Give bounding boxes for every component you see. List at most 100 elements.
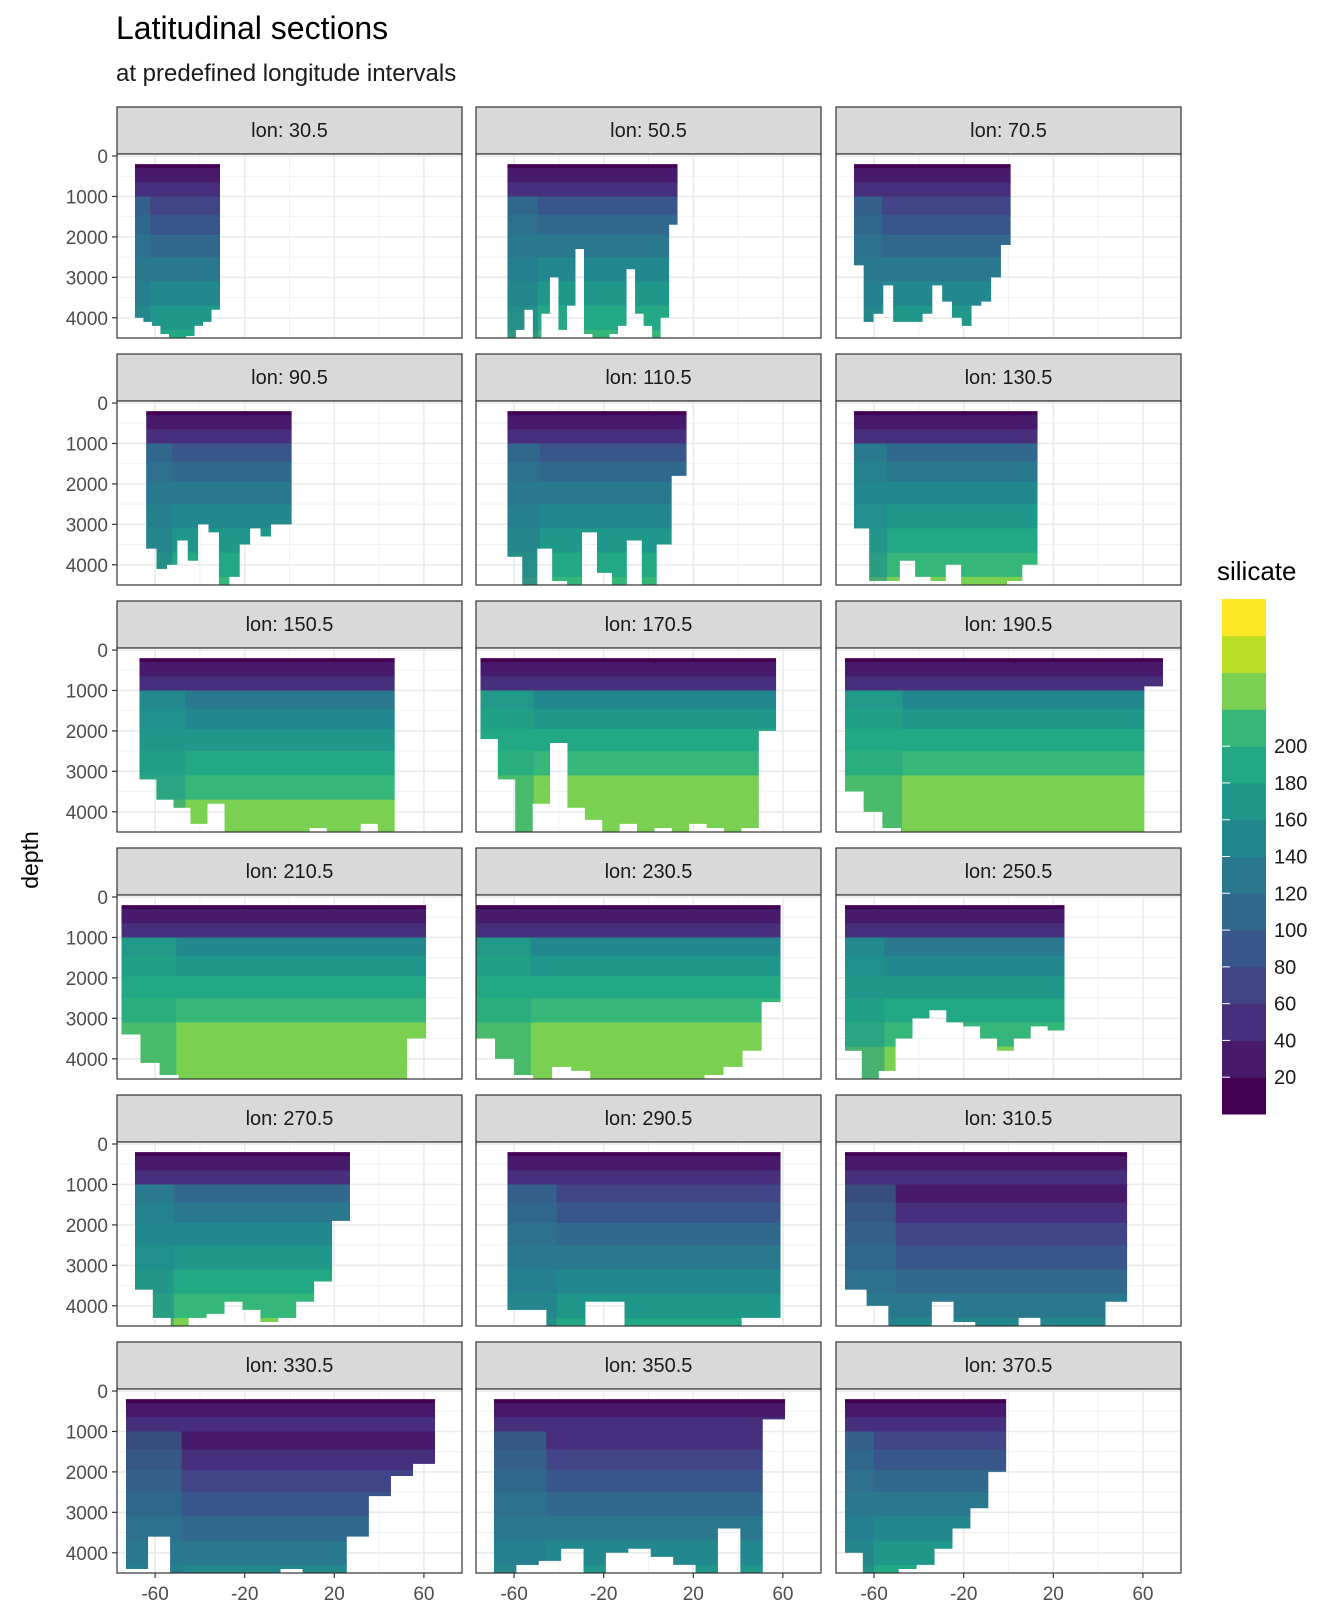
- silicate-band: [146, 443, 292, 463]
- silicate-band: [121, 905, 427, 911]
- silicate-band: [844, 1403, 1007, 1419]
- facet-strip: [835, 1094, 1182, 1143]
- y-tick-label: 3000: [66, 515, 108, 536]
- facet-label-190-5: lon: 190.5: [965, 614, 1053, 636]
- silicate-band: [493, 1431, 547, 1573]
- y-tick-label: 1000: [66, 681, 108, 702]
- silicate-band: [507, 411, 687, 417]
- legend-swatch: [1222, 1077, 1266, 1115]
- silicate-band: [476, 937, 781, 957]
- panel-border: [475, 1141, 822, 1327]
- silicate-band: [853, 443, 1038, 463]
- facet-panel: lon: 310.5: [835, 1094, 1182, 1327]
- silicate-band: [507, 461, 687, 483]
- facet-strip: [835, 600, 1182, 649]
- y-tick-label: 0: [97, 888, 108, 909]
- silicate-band: [480, 658, 777, 664]
- silicate-band: [853, 481, 1038, 506]
- silicate-band: [125, 1399, 436, 1405]
- facet-label-330-5: lon: 330.5: [246, 1355, 334, 1377]
- silicate-band: [853, 461, 1038, 483]
- x-tick-label: -60: [860, 1584, 887, 1605]
- legend: silicate 20 40 60 80 100 120 140 160 180 200: [1217, 556, 1307, 1115]
- facet-panel: lon: 70.5: [835, 106, 1182, 339]
- silicate-band: [146, 411, 292, 417]
- panel-border: [475, 1388, 822, 1574]
- silicate-band: [507, 234, 678, 259]
- silicate-band: [134, 1170, 350, 1186]
- chart-title: Latitudinal sections: [116, 10, 389, 46]
- facet-strip: [116, 600, 463, 649]
- y-tick-label: 0: [97, 394, 108, 415]
- silicate-field: [507, 1152, 781, 1326]
- facet-label-30-5: lon: 30.5: [251, 120, 328, 142]
- legend-swatch: [1222, 782, 1266, 821]
- silicate-band: [125, 1431, 436, 1451]
- legend-swatch: [1222, 672, 1266, 710]
- y-tick-label: 0: [97, 1382, 108, 1403]
- facet-strip: [116, 847, 463, 896]
- silicate-band: [480, 676, 777, 692]
- facet-panel: lon: 90.5 0 1000 2000 3000 4000: [66, 353, 463, 586]
- panel-border: [116, 153, 463, 339]
- facet-panel: lon: 250.5: [835, 847, 1182, 1080]
- legend-swatch: [1222, 966, 1266, 1005]
- facet-label-130-5: lon: 130.5: [965, 367, 1053, 389]
- silicate-band: [476, 1070, 781, 1079]
- y-tick-label: 3000: [66, 1256, 108, 1277]
- silicate-band: [134, 164, 221, 170]
- silicate-band: [121, 955, 427, 977]
- y-tick-label: 2000: [66, 228, 108, 249]
- silicate-band: [121, 937, 427, 957]
- silicate-band: [493, 1399, 786, 1405]
- silicate-band: [480, 708, 777, 730]
- silicate-band: [844, 1449, 1007, 1471]
- silicate-band: [139, 728, 395, 753]
- y-axis-title: depth: [17, 831, 43, 889]
- silicate-band: [146, 576, 292, 585]
- silicate-band: [853, 168, 1011, 184]
- facet-panel: lon: 210.5 0 1000 2000 3000 4000: [66, 847, 463, 1080]
- silicate-band: [844, 658, 1164, 664]
- silicate-band: [853, 182, 1011, 198]
- silicate-band: [507, 182, 678, 198]
- silicate-band: [844, 1202, 1128, 1224]
- facet-label-310-5: lon: 310.5: [965, 1108, 1053, 1130]
- panel-border: [475, 894, 822, 1080]
- facet-strip: [116, 1341, 463, 1390]
- silicate-field: [134, 164, 221, 338]
- x-tick-label: -60: [141, 1584, 168, 1605]
- facet-strip: [835, 1341, 1182, 1390]
- silicate-band: [507, 1222, 781, 1247]
- silicate-band: [493, 1431, 786, 1451]
- silicate-band: [121, 1070, 427, 1079]
- silicate-band: [844, 1184, 1128, 1204]
- facet-panel: lon: 150.5 0 1000 2000 3000 4000: [66, 600, 463, 833]
- legend-swatch: [1222, 930, 1266, 968]
- y-tick-label: 2000: [66, 475, 108, 496]
- silicate-band: [844, 937, 1065, 957]
- facet-panel: lon: 170.5: [475, 600, 822, 833]
- silicate-band: [134, 1184, 350, 1204]
- silicate-band: [139, 823, 395, 832]
- silicate-field: [134, 1152, 350, 1326]
- y-tick-label: 0: [97, 1135, 108, 1156]
- panel-border: [116, 1141, 463, 1327]
- silicate-band: [125, 1469, 436, 1494]
- silicate-band: [493, 1469, 786, 1494]
- panel-border: [475, 647, 822, 833]
- facet-panel: lon: 30.5 0 1000 2000 3000 4000: [66, 106, 463, 339]
- panel-border: [835, 1388, 1182, 1574]
- silicate-field: [146, 411, 292, 585]
- silicate-band: [853, 576, 1038, 585]
- silicate-band: [853, 214, 1011, 236]
- silicate-band: [844, 728, 1164, 753]
- silicate-band: [134, 1156, 350, 1172]
- silicate-band: [507, 1152, 781, 1158]
- legend-swatch: [1222, 893, 1266, 931]
- y-tick-label: 1000: [66, 1175, 108, 1196]
- legend-label: 20: [1274, 1067, 1296, 1089]
- x-tick-label: 20: [683, 1584, 704, 1605]
- silicate-band: [853, 234, 1011, 259]
- x-tick-label: -20: [231, 1584, 258, 1605]
